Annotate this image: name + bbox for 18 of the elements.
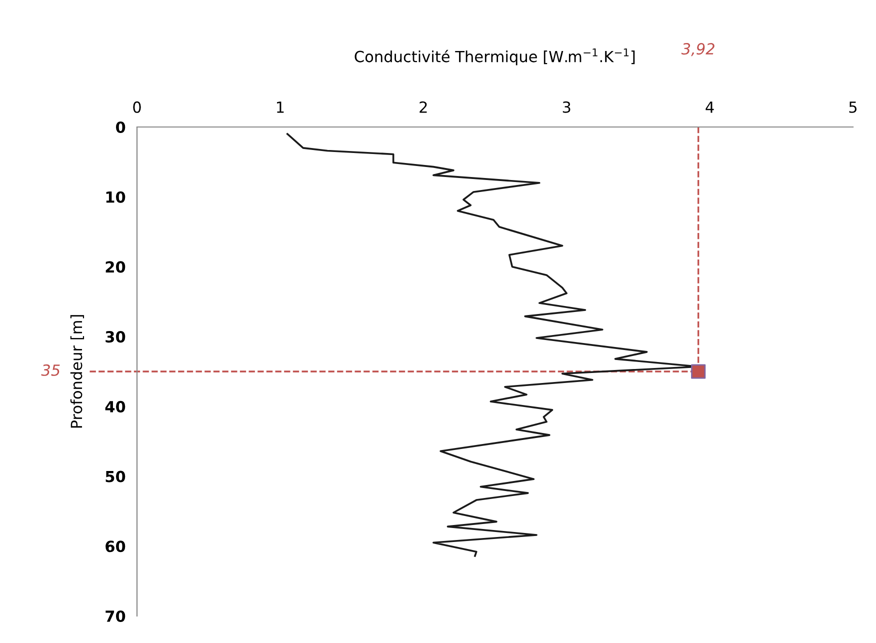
x-tick-label: 3 [562, 101, 570, 113]
y-tick-label: 30 [106, 331, 126, 343]
x-tick-label: 0 [133, 101, 141, 113]
ref-line-label: 3,92 [681, 43, 714, 56]
y-tick-label: 60 [106, 540, 126, 552]
ref-line-label: 35 [41, 364, 60, 376]
y-tick-label: 70 [106, 610, 126, 622]
y-tick-label: 20 [106, 261, 126, 273]
y-axis-title: Profondeur [m] [70, 315, 84, 428]
y-tick-label: 10 [106, 191, 126, 203]
x-axis-title: Conductivité Thermique [W.m$^{−1}$.K$^{−1}$] [354, 48, 635, 66]
x-tick-label: 1 [277, 102, 284, 113]
y-tick-label: 0 [116, 121, 126, 134]
x-tick-label: 2 [420, 101, 427, 113]
x-tick-label: 4 [706, 102, 714, 113]
x-tick-label: 5 [849, 102, 857, 113]
y-tick-label: 40 [105, 400, 126, 412]
y-tick-label: 50 [106, 470, 126, 482]
